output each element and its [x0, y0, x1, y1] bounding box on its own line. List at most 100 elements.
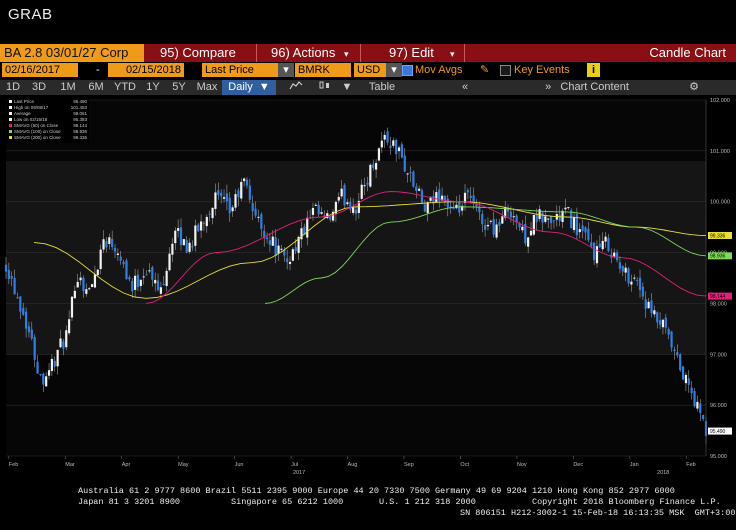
date-dash: - [96, 64, 100, 76]
candle-body [647, 301, 650, 309]
frequency-select[interactable]: Daily ▼ [222, 80, 276, 95]
candle-body [501, 216, 504, 224]
compare-button[interactable]: 95) Compare [160, 45, 236, 60]
range-1m[interactable]: 1M [60, 81, 76, 93]
candle-body [598, 243, 601, 248]
legend-swatch [9, 124, 12, 127]
actions-button[interactable]: 96) Actions ▾ [256, 44, 348, 62]
candle-body [498, 221, 501, 226]
y-axis: 102.000101.000100.00099.00098.00097.0009… [705, 98, 730, 460]
edit-label: 97) Edit [389, 45, 434, 60]
candle-body [481, 213, 484, 225]
x-tick-label: Mar [65, 462, 75, 468]
actions-label: 96) Actions [271, 45, 336, 60]
candle-body [489, 220, 492, 222]
candle-body [108, 237, 111, 244]
edit-button[interactable]: 97) Edit ▾ [360, 44, 454, 62]
candle-body [518, 223, 521, 228]
candle-body [432, 196, 435, 204]
range-3d[interactable]: 3D [31, 81, 47, 93]
candle-body [220, 192, 223, 197]
line-chart-icon[interactable] [282, 80, 310, 95]
key-events-checkbox[interactable] [500, 65, 511, 76]
candle-body [638, 277, 642, 291]
candle-body [311, 207, 315, 215]
pencil-icon[interactable]: ✎ [480, 64, 490, 76]
candle-body [440, 195, 444, 201]
source-field[interactable]: BMRK [295, 63, 351, 77]
table-button[interactable]: Table [368, 81, 396, 93]
candle-body [111, 238, 114, 248]
range-ytd[interactable]: YTD [114, 81, 136, 93]
candle-body [154, 279, 157, 284]
candle-body [243, 178, 246, 182]
candle-body [334, 201, 338, 214]
candle-body [251, 203, 254, 212]
candle-body [182, 239, 185, 246]
candle-body [19, 296, 22, 312]
x-tick-label: Sep [404, 462, 414, 468]
security-field[interactable]: BA 2.8 03/01/27 Corp [0, 44, 144, 62]
collapse-left-icon[interactable]: « [461, 81, 469, 93]
candle-body [346, 202, 349, 205]
candle-body [214, 192, 217, 209]
candle-chart[interactable]: 102.000101.000100.00099.00098.00097.0009… [0, 96, 736, 482]
candle-body [317, 204, 320, 215]
candle-body [268, 240, 272, 245]
candle-body [283, 249, 286, 256]
range-1d[interactable]: 1D [5, 81, 21, 93]
legend-label: SMAVG (50) on Close [14, 123, 59, 128]
candle-body [165, 270, 168, 286]
range-1y[interactable]: 1Y [146, 81, 160, 93]
candle-body [506, 208, 510, 212]
candle-body [429, 196, 432, 201]
candle-body [607, 238, 610, 252]
candle-body [544, 216, 547, 222]
mov-avgs-checkbox[interactable] [402, 65, 413, 76]
candle-body [306, 217, 309, 238]
main-toolbar: BA 2.8 03/01/27 Corp 95) Compare 96) Act… [0, 44, 736, 62]
candle-body [171, 243, 174, 255]
candle-body [265, 237, 269, 240]
candle-body [420, 190, 424, 203]
candle-body [435, 192, 438, 203]
chart-content-button[interactable]: » Chart Content [524, 80, 650, 95]
candle-body [263, 230, 266, 239]
end-date-field[interactable]: 02/15/2018 [108, 63, 184, 77]
candle-body [297, 236, 300, 253]
currency-field[interactable]: USD [354, 63, 388, 77]
field-select[interactable]: Last Price [202, 63, 280, 77]
candle-body [363, 185, 366, 187]
candle-body [696, 401, 699, 409]
candle-body [693, 390, 696, 407]
chevron-down-icon[interactable]: ▾ [386, 63, 402, 77]
candle-body [527, 237, 530, 247]
candle-body [495, 224, 498, 238]
candle-body [56, 349, 59, 367]
range-max[interactable]: Max [196, 81, 218, 93]
gear-icon[interactable]: ⚙ [689, 81, 699, 93]
x-tick-label: Jul [291, 462, 298, 468]
candle-body [125, 260, 128, 280]
candle-body [331, 211, 335, 221]
chevron-down-icon[interactable]: ▾ [278, 63, 294, 77]
candle-body [231, 207, 234, 212]
candle-chart-icon[interactable] [312, 80, 338, 95]
range-6m[interactable]: 6M [88, 81, 104, 93]
candle-body [191, 245, 194, 248]
y-tick-label: 96.000 [710, 403, 727, 409]
candle-body [168, 253, 171, 271]
candle-body [4, 264, 8, 272]
range-5y[interactable]: 5Y [172, 81, 186, 93]
candle-body [412, 171, 415, 187]
candle-body [303, 226, 306, 235]
start-date-field[interactable]: 02/16/2017 [2, 63, 78, 77]
candle-body [681, 366, 685, 380]
candle-body [234, 194, 237, 208]
info-icon[interactable]: i [587, 63, 600, 77]
chevron-down-icon[interactable]: ▼ [341, 81, 353, 93]
candle-body [133, 275, 137, 290]
candle-body [532, 214, 535, 235]
candle-body [644, 299, 647, 309]
legend-swatch [9, 100, 12, 103]
